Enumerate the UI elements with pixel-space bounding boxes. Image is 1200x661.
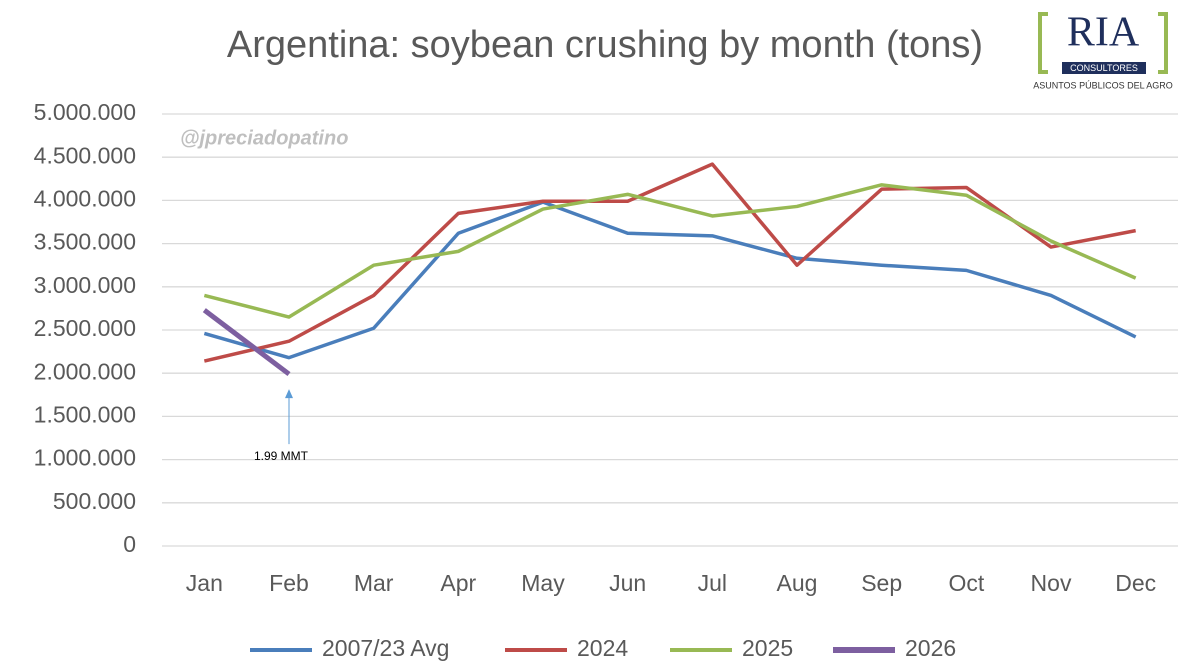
watermark: @jpreciadopatino	[180, 127, 348, 149]
logo-band	[1062, 62, 1146, 74]
y-tick-label: 4.500.000	[34, 142, 136, 168]
logo-name: RIA	[1067, 10, 1140, 56]
series-line	[203, 200, 1137, 360]
x-tick-label: Dec	[1115, 570, 1156, 596]
x-tick-label: Apr	[440, 570, 476, 596]
x-tick-label: Aug	[777, 570, 818, 596]
x-tick-label: May	[521, 570, 565, 596]
x-tick-label: Oct	[948, 570, 984, 596]
logo-subtitle: ASUNTOS PÚBLICOS DEL AGRO	[1033, 80, 1173, 90]
y-tick-label: 2.500.000	[34, 315, 136, 341]
annotation: 1.99 MMT	[254, 449, 309, 463]
y-tick-label: 500.000	[53, 488, 136, 514]
x-tick-label: Jan	[186, 570, 223, 596]
y-tick-label: 2.000.000	[34, 358, 136, 384]
y-tick-label: 1.000.000	[34, 445, 136, 471]
x-tick-label: Nov	[1031, 570, 1072, 596]
legend-label: 2007/23 Avg	[322, 635, 449, 661]
chart-title: Argentina: soybean crushing by month (to…	[227, 24, 983, 66]
x-tick-label: Feb	[269, 570, 309, 596]
logo-tag: CONSULTORES	[1070, 63, 1138, 73]
logo-bracket	[1038, 12, 1048, 74]
x-tick-label: Sep	[861, 570, 902, 596]
y-tick-label: 3.500.000	[34, 229, 136, 255]
series-line	[203, 162, 1137, 363]
legend-label: 2026	[905, 635, 956, 661]
legend-label: 2024	[577, 635, 628, 661]
y-tick-label: 0	[123, 531, 136, 557]
logo-bracket	[1158, 12, 1168, 74]
y-tick-label: 5.000.000	[34, 99, 136, 125]
y-tick-label: 4.000.000	[34, 185, 136, 211]
legend-label: 2025	[742, 635, 793, 661]
x-tick-label: Jul	[698, 570, 727, 596]
series-line	[202, 308, 291, 377]
y-tick-label: 1.500.000	[34, 401, 136, 427]
annotation-arrowhead	[285, 389, 293, 399]
x-tick-label: Mar	[354, 570, 394, 596]
x-tick-label: Jun	[609, 570, 646, 596]
logo: RIA CONSULTORES ASUNTOS PÚBLICOS DEL AGR…	[1033, 10, 1173, 91]
y-tick-label: 3.000.000	[34, 272, 136, 298]
series-line	[203, 183, 1137, 319]
